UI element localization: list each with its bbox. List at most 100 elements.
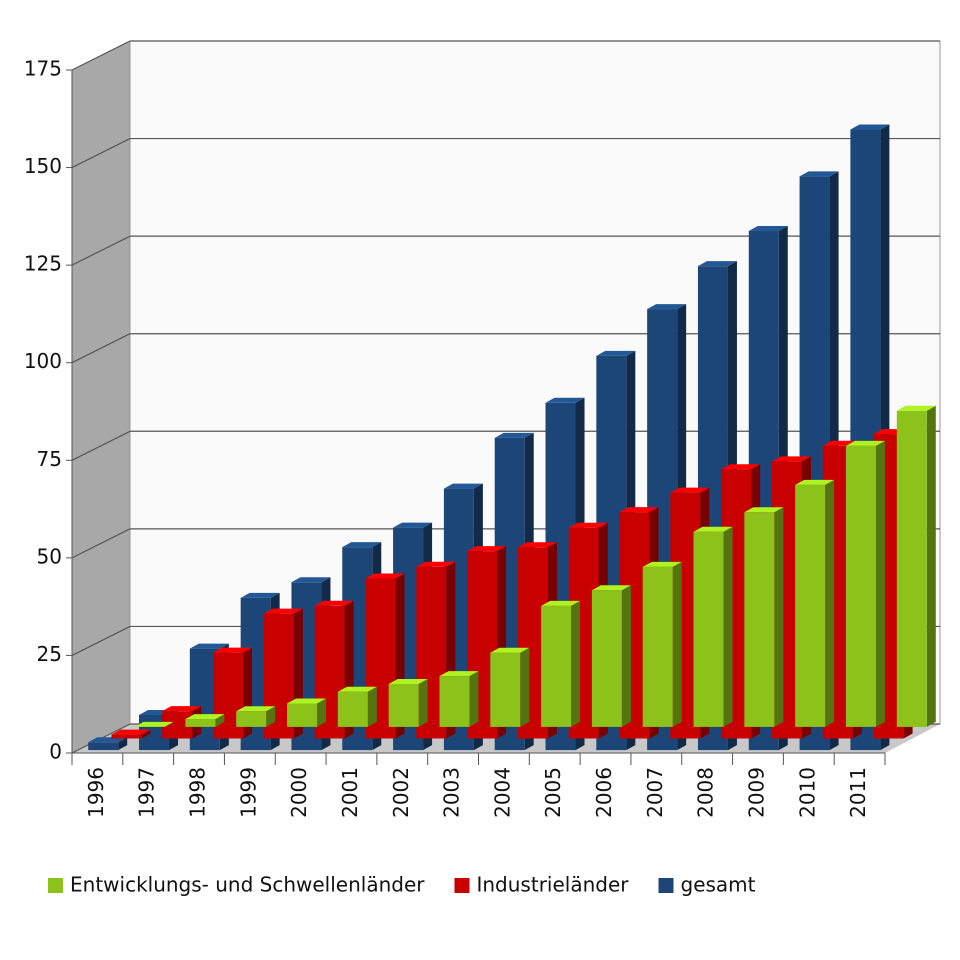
bar-top [88, 737, 128, 743]
bar-front [693, 531, 724, 727]
bar-front [88, 742, 119, 751]
bar-top [845, 440, 885, 446]
bar-top [850, 124, 890, 130]
bar-top [748, 226, 788, 232]
bar-front [541, 605, 572, 727]
bar-front [337, 691, 368, 727]
y-tick-label: 0 [49, 740, 62, 764]
bar-front [744, 512, 775, 727]
bar-front [111, 734, 142, 739]
bar-top [291, 577, 331, 583]
grid-line [71, 430, 131, 461]
bar-top [647, 304, 687, 310]
bar [591, 585, 631, 727]
x-tick-label: 1997 [135, 767, 159, 818]
bar [744, 507, 784, 727]
x-tick-label: 2006 [592, 767, 616, 818]
bar-top [697, 261, 737, 267]
bar-side [875, 440, 885, 727]
y-tick-label: 100 [24, 349, 62, 373]
bar [795, 479, 835, 727]
grid-line [71, 528, 131, 559]
grid-line [71, 138, 131, 169]
bar-side [926, 405, 936, 727]
y-tick-label: 50 [37, 544, 62, 568]
bar-side [571, 600, 581, 727]
bar [541, 600, 581, 727]
bar-front [642, 566, 673, 727]
bar-front [845, 445, 876, 727]
bar-top [619, 507, 659, 513]
bar-side [774, 507, 784, 727]
x-tick-label: 1996 [84, 767, 108, 818]
bar-side [520, 647, 530, 727]
x-tick-label: 1999 [236, 767, 260, 818]
legend-swatch [658, 878, 674, 893]
bar [845, 440, 885, 727]
y-tick-label: 150 [24, 154, 62, 178]
bar-top [896, 405, 936, 411]
bar-top [721, 464, 761, 470]
bar-top [467, 546, 507, 552]
x-tick-label: 2010 [795, 767, 819, 818]
grid-line [71, 625, 131, 656]
legend-label: Industrieländer [476, 873, 629, 897]
y-tick-label: 125 [24, 252, 62, 276]
bar-top [134, 721, 174, 727]
bar-top [185, 714, 225, 720]
bar [236, 706, 276, 727]
bar-side [825, 479, 835, 727]
bar-top [388, 678, 428, 684]
bar-top [314, 600, 354, 606]
bar [439, 671, 479, 727]
bar-side [215, 714, 225, 727]
y-tick-label: 25 [37, 642, 62, 666]
x-tick-label: 2002 [389, 767, 413, 818]
x-tick-label: 1998 [186, 767, 210, 818]
bar-side [141, 729, 151, 739]
y-tick-label: 175 [24, 57, 62, 81]
bar-top [439, 671, 479, 677]
x-tick-label: 2004 [490, 767, 514, 818]
bar-top [213, 647, 253, 653]
bar-side [418, 678, 428, 727]
bar-front [236, 711, 267, 727]
x-tick-label: 2008 [694, 767, 718, 818]
bar-top [393, 522, 433, 528]
bar-front [287, 703, 318, 727]
bar-side [317, 698, 327, 727]
bar [642, 561, 682, 727]
bar-side [118, 737, 128, 751]
bar-top [642, 561, 682, 567]
bar-top [111, 729, 151, 735]
bar-side [672, 561, 682, 727]
x-tick-label: 2000 [287, 767, 311, 818]
bar-front [795, 484, 826, 727]
grid-line [71, 40, 131, 71]
bar [88, 737, 128, 751]
bar-front [388, 683, 419, 727]
bar-top [263, 608, 303, 614]
x-tick-label: 2009 [744, 767, 768, 818]
x-tick-label: 2003 [440, 767, 464, 818]
x-tick-label: 2005 [541, 767, 565, 818]
bar [185, 714, 225, 727]
bar-front [439, 676, 470, 727]
x-tick-label: 2001 [338, 767, 362, 818]
bar [111, 729, 151, 739]
bar-top [541, 600, 581, 606]
y-tick-label: 75 [37, 447, 62, 471]
legend-label: Entwicklungs- und Schwellenländer [70, 873, 425, 897]
bar-front [591, 590, 622, 727]
bar-top [545, 397, 585, 403]
bar-top [365, 573, 405, 579]
bar-top [591, 585, 631, 591]
bar-top [240, 592, 280, 598]
grid-line [71, 235, 131, 266]
bar-front [490, 652, 521, 727]
bar [388, 678, 428, 727]
bar-top [517, 542, 557, 548]
bar [490, 647, 530, 727]
bar-side [469, 671, 479, 727]
